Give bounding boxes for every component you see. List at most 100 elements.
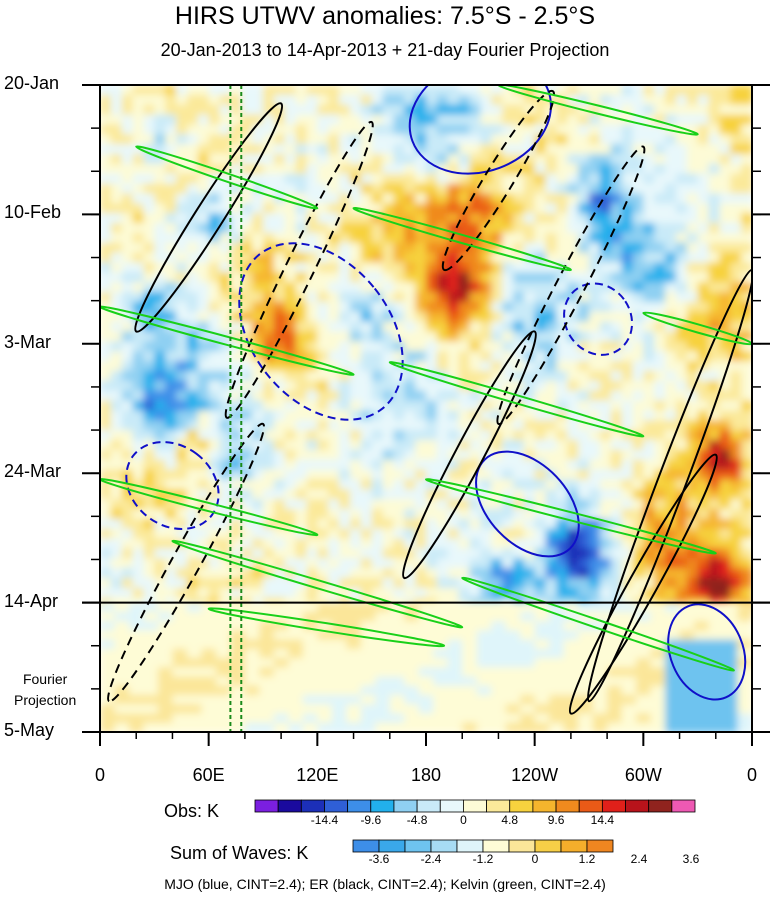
- obs-cell: [404, 469, 417, 481]
- obs-cell: [263, 548, 275, 560]
- obs-cell: [719, 449, 732, 461]
- obs-cell: [295, 311, 308, 323]
- wave-cell: [172, 602, 188, 613]
- obs-cell: [197, 587, 210, 599]
- obs-cell: [632, 203, 645, 215]
- obs-cell: [502, 163, 514, 175]
- obs-cell: [328, 439, 341, 451]
- obs-cell: [589, 568, 601, 579]
- obs-cell: [382, 390, 395, 402]
- obs-cell: [143, 213, 156, 225]
- wave-cell: [288, 676, 304, 687]
- obs-cell: [686, 282, 699, 294]
- obs-cell: [426, 154, 438, 165]
- obs-cell: [328, 479, 341, 491]
- obs-cell: [534, 134, 547, 146]
- wave-cell: [549, 611, 565, 623]
- obs-cell: [165, 370, 178, 382]
- obs-cell: [719, 173, 732, 185]
- obs-cell: [404, 548, 417, 560]
- obs-cell: [176, 351, 188, 363]
- obs-cell: [382, 193, 395, 205]
- obs-cell: [458, 173, 471, 185]
- obs-cell: [186, 223, 199, 234]
- obs-cell: [545, 282, 558, 294]
- wave-cell: [302, 704, 319, 715]
- wave-cell: [708, 722, 725, 732]
- obs-cell: [273, 94, 286, 106]
- obs-cell: [545, 272, 558, 284]
- obs-cell: [306, 587, 319, 599]
- obs-cell: [349, 311, 362, 323]
- obs-cell: [154, 154, 167, 165]
- obs-cell: [360, 558, 373, 570]
- obs-cell: [252, 154, 264, 165]
- obs-cell: [643, 262, 656, 274]
- obs-cell: [132, 439, 145, 451]
- obs-cell: [469, 449, 482, 461]
- obs-cell: [447, 469, 460, 481]
- obs-cell: [426, 321, 438, 333]
- obs-cell: [545, 449, 558, 461]
- obs-cell: [556, 301, 569, 313]
- wave-cell: [128, 648, 145, 660]
- obs-cell: [230, 134, 243, 146]
- obs-cell: [447, 351, 460, 363]
- obs-cell: [512, 104, 525, 116]
- obs-cell: [447, 94, 460, 106]
- obs-cell: [502, 439, 514, 451]
- obs-cell: [382, 351, 395, 363]
- wave-cell: [143, 722, 159, 732]
- obs-cell: [697, 469, 710, 481]
- wave-cell: [563, 639, 580, 650]
- wave-cell: [578, 648, 594, 660]
- obs-cell: [349, 577, 362, 589]
- obs-cell: [208, 213, 221, 225]
- obs-cell: [110, 331, 123, 343]
- obs-cell: [621, 252, 634, 264]
- obs-cell: [349, 213, 362, 225]
- obs-cell: [360, 262, 373, 274]
- obs-cell: [393, 292, 406, 303]
- wave-cell: [360, 713, 377, 724]
- obs-cell: [567, 420, 580, 432]
- obs-cell: [143, 272, 156, 284]
- obs-cell: [284, 508, 297, 520]
- obs-cell: [458, 223, 471, 234]
- obs-cell: [523, 380, 536, 392]
- obs-cell: [404, 390, 417, 402]
- obs-cell: [567, 400, 580, 412]
- obs-cell: [534, 94, 547, 106]
- obs-cell: [697, 331, 710, 343]
- obs-cell: [306, 272, 319, 284]
- obs-cell: [675, 341, 688, 353]
- obs-cell: [643, 94, 656, 106]
- wave-cell: [215, 676, 232, 687]
- wave-cell: [317, 704, 333, 715]
- obs-cell: [730, 183, 743, 195]
- obs-cell: [480, 183, 493, 195]
- obs-cell: [480, 301, 493, 313]
- obs-cell: [295, 370, 308, 382]
- obs-cell: [426, 410, 438, 422]
- obs-cell: [328, 154, 341, 165]
- obs-cell: [295, 518, 308, 530]
- obs-cell: [371, 203, 384, 215]
- wave-cell: [520, 722, 536, 732]
- obs-cell: [208, 341, 221, 353]
- obs-cell: [512, 292, 525, 303]
- obs-cell: [197, 183, 210, 195]
- obs-cell: [741, 410, 752, 422]
- obs-cell: [252, 173, 264, 185]
- obs-cell: [415, 380, 427, 392]
- obs-cell: [665, 390, 677, 402]
- obs-cell: [317, 242, 330, 254]
- obs-cell: [665, 410, 677, 422]
- wave-cell: [331, 639, 348, 650]
- wave-cell: [302, 630, 319, 641]
- obs-cell: [599, 538, 612, 550]
- obs-cell: [317, 499, 330, 510]
- obs-cell: [599, 420, 612, 432]
- obs-cell: [610, 163, 623, 175]
- obs-cell: [621, 282, 634, 294]
